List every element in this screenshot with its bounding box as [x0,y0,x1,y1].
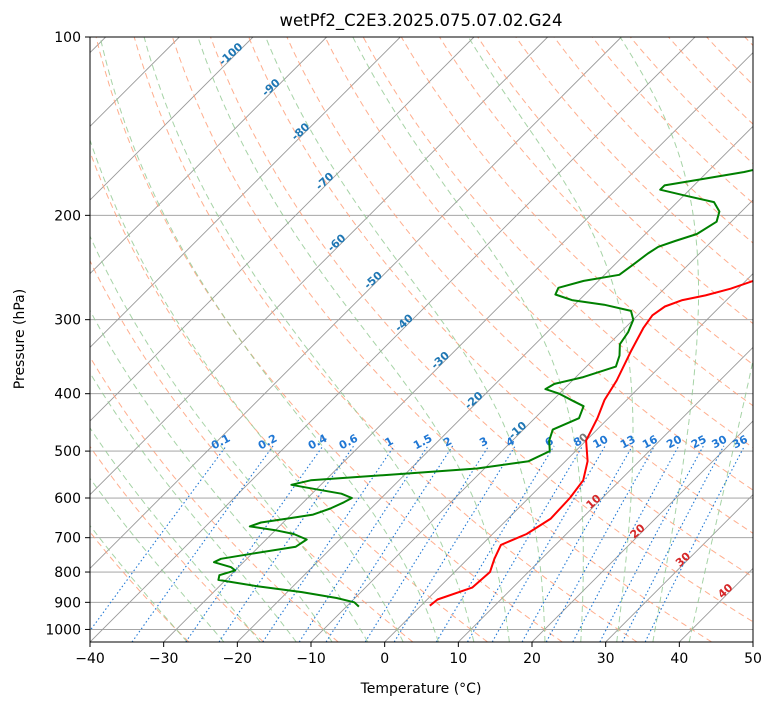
dry-adiabat-line [438,37,753,366]
mixing-ratio-label: 20 [664,432,684,451]
y-axis-ticks: 100 200 300 400 500 600 700 800 900 1000 [45,30,90,638]
isotherm-line [163,52,753,642]
x-tick-label: −20 [223,651,253,667]
isotherm-line [458,346,753,642]
mixing-ratio-line [131,445,274,642]
mixing-ratio-line [545,445,656,642]
moist-adiabat-line [90,524,188,642]
x-axis-label: Temperature (°C) [360,681,482,697]
isotherm-line [90,37,254,201]
isotherm-line [531,420,753,642]
moist-adiabat-line [90,477,225,642]
x-tick-label: 30 [597,651,615,667]
isotherm-line [90,37,696,642]
dry-adiabat-line [248,37,753,578]
dry-adiabat-line [171,37,712,642]
y-tick-label: 100 [54,30,81,46]
dry-adiabat-line [400,37,753,407]
isotherm-line [237,125,753,642]
moist-adiabat-line [352,37,584,642]
y-axis-label: Pressure (hPa) [12,289,28,389]
y-tick-label: 600 [54,491,81,507]
x-tick-label: −10 [296,651,326,667]
moist-adiabat-line [90,235,369,642]
moist-adiabat-line [90,371,297,642]
mixing-ratio-label: 30 [710,433,730,452]
mixing-ratio-line [298,445,429,642]
y-tick-label: 700 [54,531,81,547]
dry-adiabat-line [286,37,753,534]
y-tick-label: 300 [54,313,81,329]
mixing-ratio-line [521,445,633,642]
moist-adiabat-line [90,309,333,642]
mixing-ratio-label: 25 [689,433,709,452]
dry-adiabat-line [133,37,638,642]
y-tick-label: 500 [54,444,81,460]
moist-adiabat-line [90,427,261,642]
mixing-ratio-label: 10 [591,432,611,451]
mixing-ratio-line [185,445,324,642]
dry-adiabat-line [210,37,753,623]
isotherm-line [605,494,753,642]
isotherm-line [384,273,753,642]
x-tick-label: 20 [523,651,541,667]
moist-adiabat-line [197,37,510,642]
mixing-ratio-label: 13 [618,433,638,452]
x-tick-label: 10 [449,651,467,667]
x-tick-label: 50 [744,651,762,667]
mixing-ratio-label: 36 [730,433,750,452]
isotherm-line [90,37,622,569]
profile-line [213,168,753,608]
mixing-ratio-line [621,445,725,642]
mixing-ratio-label: 16 [640,433,660,452]
dry-adiabat-line [324,37,753,491]
isotherm-line [90,37,401,348]
x-tick-label: −40 [75,651,105,667]
mixing-ratio-line [393,445,516,642]
y-tick-label: 400 [54,387,81,403]
dry-adiabat-line [362,37,753,449]
y-tick-label: 1000 [45,622,81,638]
mixing-ratio-line [644,445,746,642]
x-axis-ticks: −40 −30 −20 −10 0 10 20 30 40 50 [75,642,762,667]
y-tick-label: 900 [54,595,81,611]
x-tick-label: 0 [380,651,389,667]
dry-adiabat-line [90,356,339,642]
moist-adiabat-line [265,37,546,642]
isotherm-line [90,37,475,422]
isotherm-lines [90,37,753,642]
profile-line [429,279,753,607]
mixing-ratio-line [467,445,584,642]
moist-adiabat-line [619,37,699,642]
mixing-ratio-lines [90,445,746,642]
moist-adiabat-line [143,37,475,642]
moist-adiabat-line [99,37,439,642]
mixing-ratio-line [218,445,355,642]
mixing-ratio-line [435,445,555,642]
isotherm-line [90,37,548,496]
y-tick-label: 800 [54,565,81,581]
mixing-ratio-line [325,445,454,642]
profile-series [213,168,753,608]
mixing-ratio-line [364,445,490,642]
dry-adiabat-line [90,445,264,642]
moist-adiabat-line [688,358,753,642]
isobar-lines [90,37,753,630]
dry-adiabat-line [515,37,753,284]
x-tick-label: −30 [149,651,179,667]
dry-adiabat-line [90,259,414,642]
plot-frame [89,36,754,643]
dry-adiabat-line [95,37,563,642]
y-tick-label: 200 [54,208,81,224]
isotherm-line [90,37,327,275]
x-tick-label: 40 [670,651,688,667]
chart-title: wetPf2_C2E3.2025.075.07.02.G24 [279,11,562,31]
mixing-ratio-line [262,445,395,642]
